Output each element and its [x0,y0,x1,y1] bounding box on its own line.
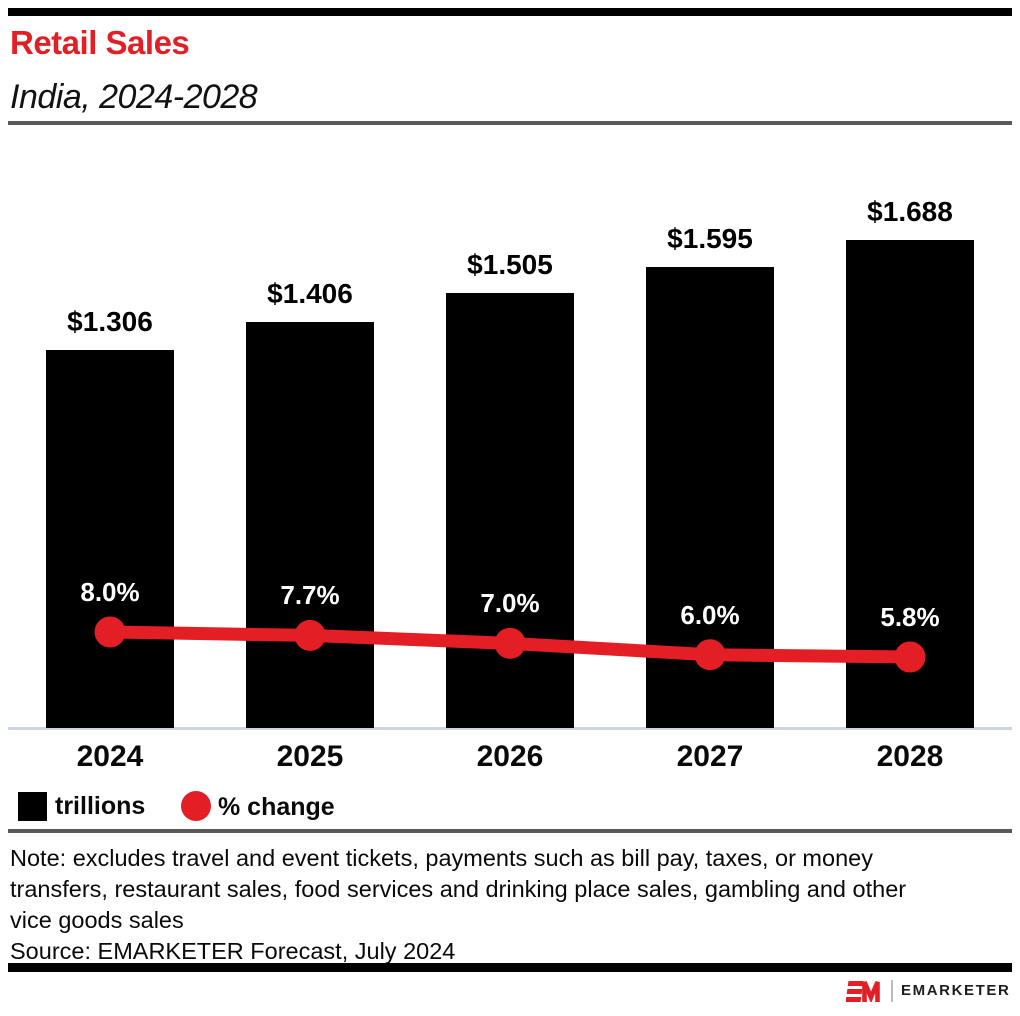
bar-2026 [446,292,574,728]
page-subtitle: India, 2024-2028 [10,78,258,116]
bar-2025 [246,321,374,728]
percent-change-label: 8.0% [80,577,140,607]
logo-divider [891,980,893,1002]
x-axis-line [8,727,1012,730]
bar-value-label: $1.595 [667,222,753,254]
brand-name: EMARKETER [901,982,1011,999]
bar-value-label: $1.688 [867,196,953,228]
note-text: Note: excludes travel and event tickets,… [10,843,1010,936]
legend-divider [8,829,1012,833]
bar-value-label: $1.306 [67,306,153,338]
bottom-accent-bar [8,963,1012,972]
x-axis-label: 2028 [876,740,944,773]
chart-legend: trillions % change [0,788,1020,824]
header-divider [8,121,1012,125]
percent-change-label: 7.7% [280,580,340,611]
percent-change-label: 5.8% [880,602,940,632]
bar-2027 [646,266,774,728]
note-line: vice goods sales [10,907,184,933]
source-text: Source: EMARKETER Forecast, July 2024 [10,938,456,964]
percent-change-circle-icon [181,791,211,821]
note-line: transfers, restaurant sales, food servic… [10,876,907,902]
emarketer-logo: EMARKETER [846,980,1010,1002]
legend-label-trillions: trillions [55,792,146,820]
bar-2024 [46,350,174,728]
x-axis-label: 2026 [476,740,544,773]
trillions-square-icon [18,792,47,821]
emarketer-logo-icon [846,980,880,1002]
note-line: Note: excludes travel and event tickets,… [10,845,873,871]
x-axis-label: 2027 [676,740,744,773]
page-title: Retail Sales [10,24,190,61]
x-axis-label: 2024 [76,740,144,773]
percent-change-label: 7.0% [480,588,540,619]
x-axis-label: 2025 [276,740,344,773]
percent-change-label: 6.0% [680,599,740,630]
legend-label-percent-change: % change [218,793,335,821]
bar-value-label: $1.505 [467,248,553,280]
bar-value-label: $1.406 [267,277,353,309]
bar-2028 [846,240,974,728]
top-accent-bar [8,8,1012,16]
